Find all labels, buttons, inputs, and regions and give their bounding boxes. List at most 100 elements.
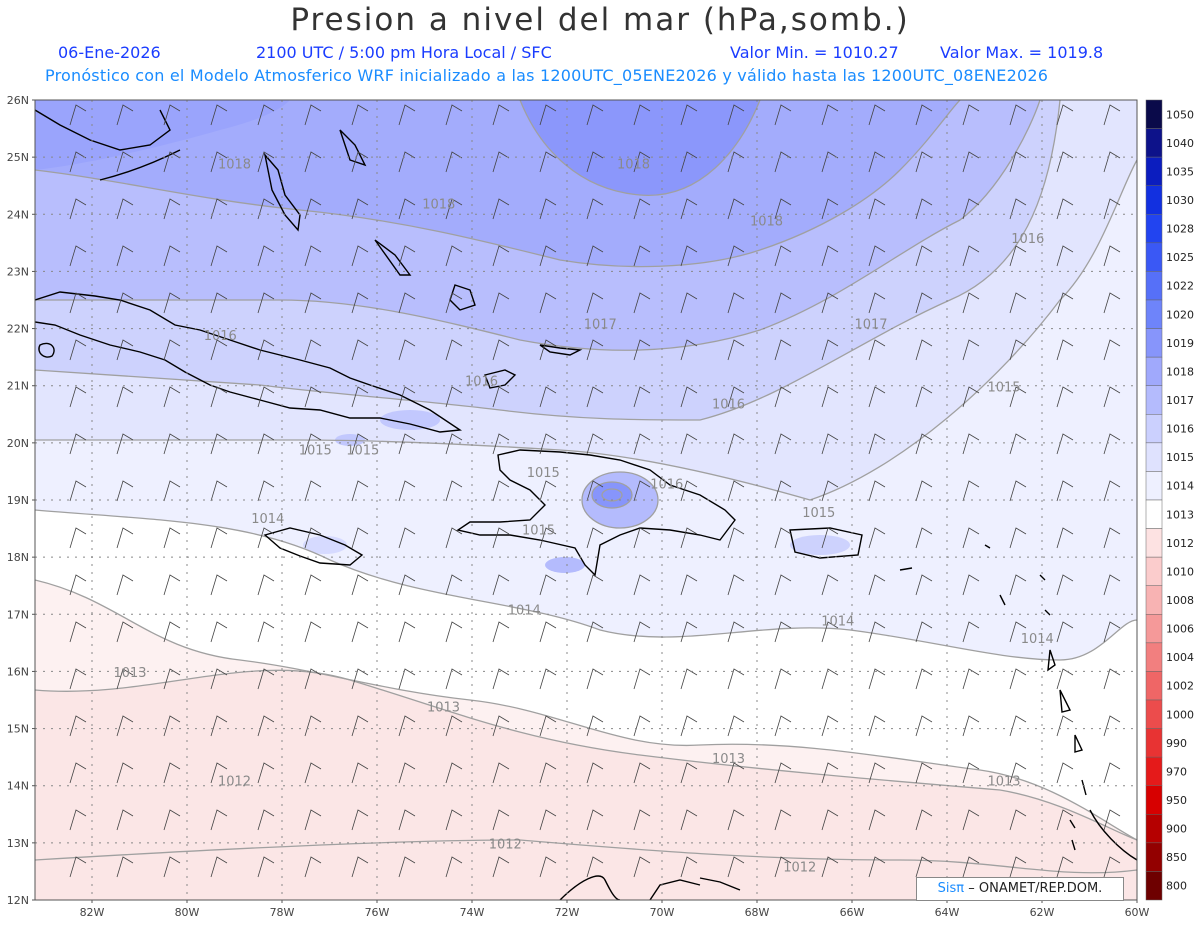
wind-barb (398, 574, 416, 596)
wind-barb (774, 104, 792, 126)
wind-barb (821, 339, 839, 361)
wind-barb (774, 715, 792, 737)
coast-eleuthera (339, 129, 367, 167)
colorbar-swatch (1145, 614, 1163, 644)
wind-barb (492, 809, 510, 831)
wind-barb (539, 715, 557, 737)
wind-barb (210, 151, 228, 173)
wind-barb (774, 480, 792, 502)
lat-tick-label: 21N (7, 380, 29, 393)
wind-barb (821, 856, 839, 878)
wind-barb (821, 198, 839, 220)
wind-barb (962, 480, 980, 502)
coast-long-island (374, 239, 412, 276)
wind-barb (116, 856, 134, 878)
wind-barb (680, 245, 698, 267)
wind-barb (492, 104, 510, 126)
wind-barb (69, 809, 87, 831)
wind-barb (586, 527, 604, 549)
colorbar-label: 950 (1166, 794, 1187, 807)
coast-south-america (559, 809, 1137, 900)
wind-barb (210, 527, 228, 549)
wind-barb (351, 715, 369, 737)
wind-barb (868, 104, 886, 126)
wind-barb (915, 339, 933, 361)
wind-barb (1103, 339, 1121, 361)
wind-barb (821, 480, 839, 502)
contour-label: 1015 (987, 380, 1020, 395)
wind-barb (633, 856, 651, 878)
coast-hispaniola (456, 449, 736, 577)
wind-barb (962, 386, 980, 408)
wind-barb (163, 292, 181, 314)
wind-barb (1056, 245, 1074, 267)
wind-barb (1009, 433, 1027, 455)
wind-barb (1056, 527, 1074, 549)
wind-barb (586, 762, 604, 784)
lon-tick-label: 76W (365, 906, 390, 919)
wind-barb (915, 809, 933, 831)
wind-barb (69, 527, 87, 549)
wind-barb (1103, 104, 1121, 126)
contour-label: 1013 (712, 752, 745, 767)
wind-barb (821, 386, 839, 408)
wind-barb (210, 480, 228, 502)
wind-barb (1056, 104, 1074, 126)
wind-barb (445, 386, 463, 408)
wind-barb (163, 386, 181, 408)
wind-barb (1009, 386, 1027, 408)
contour-label: 1016 (712, 398, 745, 413)
wind-barbs (69, 104, 1121, 878)
lon-axis: 82W 80W 78W 76W 74W 72W 70W 68W 66W 64W 62W 60W (80, 900, 1150, 919)
wind-barb (586, 621, 604, 643)
wind-barb (210, 104, 228, 126)
wind-barb (680, 762, 698, 784)
wind-barb (539, 198, 557, 220)
wind-barb (586, 715, 604, 737)
wind-barb (727, 292, 745, 314)
contour-label: 1015 (346, 443, 379, 458)
contour-label: 1015 (802, 506, 835, 521)
wind-barb (727, 151, 745, 173)
wind-barb (1009, 621, 1027, 643)
colorbar-label: 1022 (1166, 280, 1194, 293)
wind-barb (398, 151, 416, 173)
wind-barb (492, 292, 510, 314)
colorbar-label: 900 (1166, 823, 1187, 836)
wind-barb (304, 856, 322, 878)
wind-barb (586, 386, 604, 408)
wind-barb (821, 104, 839, 126)
wind-barb (445, 245, 463, 267)
lat-tick-label: 24N (7, 208, 29, 221)
wind-barb (633, 762, 651, 784)
wind-barb (398, 668, 416, 690)
colorbar-swatch (1145, 528, 1163, 558)
wind-barb (163, 856, 181, 878)
colorbar-label: 1008 (1166, 594, 1194, 607)
wind-barb (539, 292, 557, 314)
wind-barb (116, 527, 134, 549)
wind-barb (1009, 762, 1027, 784)
wind-barb (633, 245, 651, 267)
coast-florida (35, 109, 171, 151)
lat-tick-label: 22N (7, 323, 29, 336)
contour-label: 1016 (204, 329, 237, 344)
colorbar-swatch (1145, 871, 1163, 901)
wind-barb (445, 151, 463, 173)
wind-barb (962, 809, 980, 831)
wind-barb (915, 292, 933, 314)
wind-barb (727, 668, 745, 690)
wind-barb (304, 527, 322, 549)
colorbar-swatch (1145, 156, 1163, 186)
wind-barb (116, 809, 134, 831)
contour-label: 1014 (821, 615, 854, 630)
wind-barb (774, 198, 792, 220)
colorbar-swatch (1145, 299, 1163, 329)
wind-barb (351, 104, 369, 126)
wind-barb (821, 762, 839, 784)
contour-label: 1017 (584, 318, 617, 333)
wind-barb (915, 480, 933, 502)
wind-barb (492, 386, 510, 408)
wind-barb (398, 198, 416, 220)
